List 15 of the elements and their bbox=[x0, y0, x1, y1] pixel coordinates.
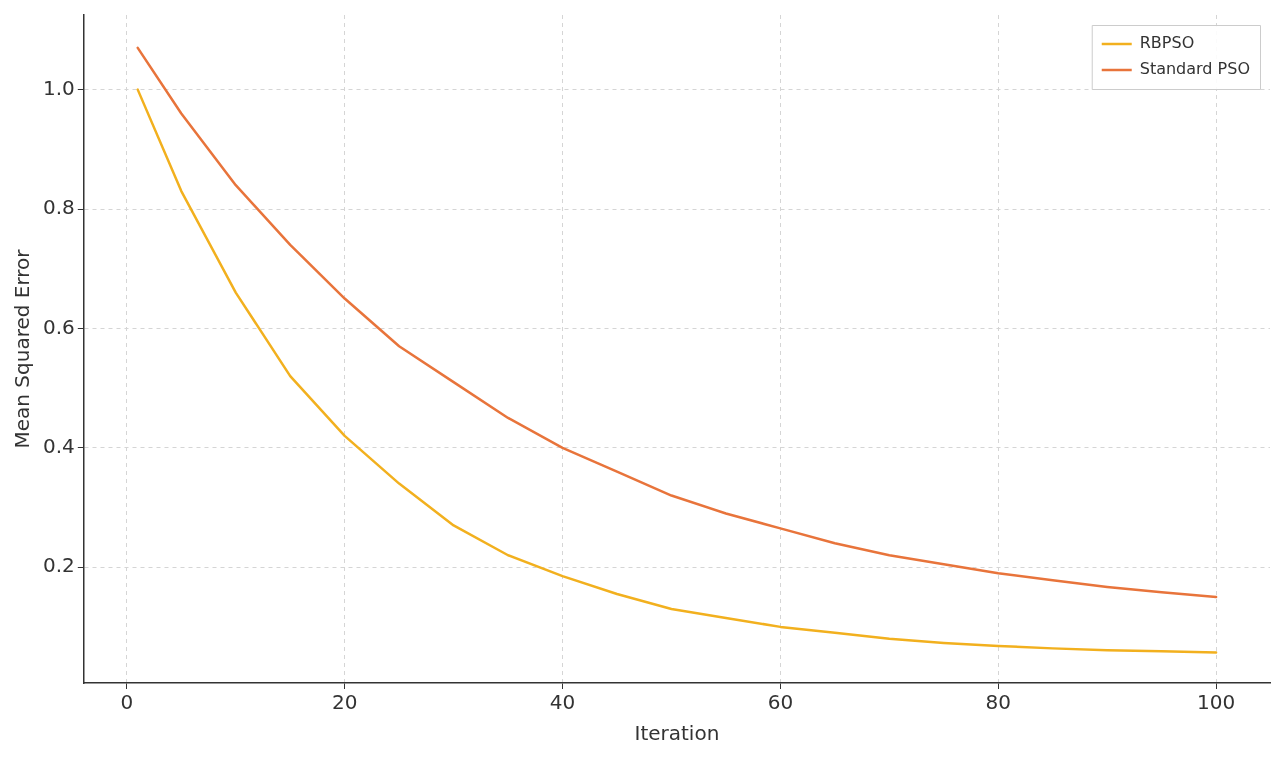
legend-label: Standard PSO bbox=[1139, 59, 1251, 79]
y-tick-label: 0.6 bbox=[42, 314, 75, 339]
x-tick-label: 100 bbox=[1196, 690, 1236, 715]
legend-label: RBPSO bbox=[1139, 33, 1195, 53]
y-axis-title: Mean Squared Error bbox=[10, 248, 35, 449]
x-tick-label: 40 bbox=[549, 690, 576, 715]
x-tick-label: 0 bbox=[120, 690, 134, 715]
x-axis-title: Iteration bbox=[634, 721, 720, 746]
x-tick-label: 80 bbox=[985, 690, 1011, 715]
y-tick-label: 0.8 bbox=[42, 195, 75, 220]
y-tick-label: 0.2 bbox=[42, 553, 75, 578]
x-tick-label: 60 bbox=[767, 690, 794, 715]
y-tick-label: 0.4 bbox=[42, 434, 75, 458]
y-tick-label: 1.0 bbox=[42, 75, 75, 100]
x-tick-label: 20 bbox=[331, 690, 358, 715]
